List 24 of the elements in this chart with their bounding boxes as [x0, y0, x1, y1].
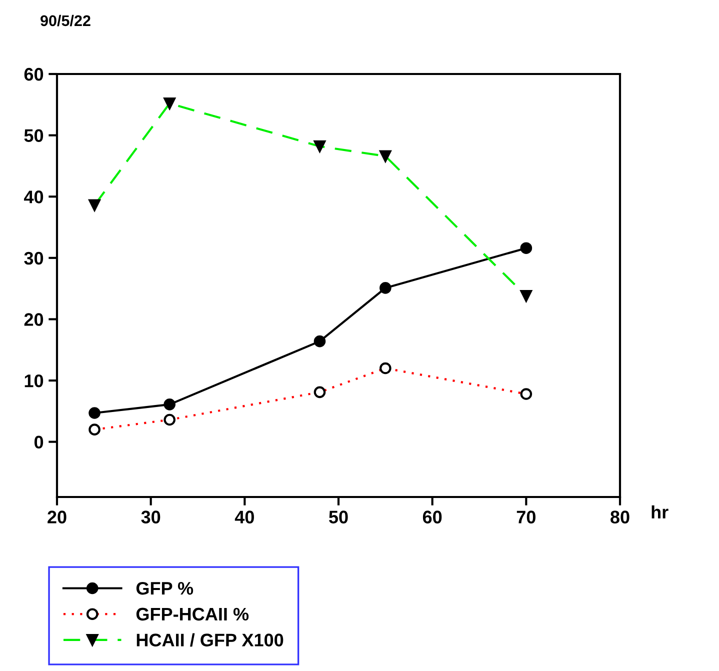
- x-axis-title: hr: [652, 505, 668, 518]
- y-tick-label: 10: [24, 374, 44, 388]
- legend-label: GFP-HCAII %: [136, 608, 249, 621]
- y-tick-label: 20: [24, 313, 44, 326]
- x-tick-label: 40: [234, 510, 254, 524]
- x-tick-label: 20: [48, 510, 66, 524]
- y-tick-label: 60: [24, 68, 44, 81]
- x-tick-label: 60: [422, 510, 442, 524]
- x-tick-label: 80: [610, 510, 630, 524]
- chart-title: 90/5/22: [40, 14, 90, 26]
- y-tick-label: 40: [24, 190, 44, 204]
- x-tick-label: 30: [141, 510, 160, 524]
- point: [520, 242, 532, 254]
- point: [380, 282, 392, 294]
- point: [88, 407, 100, 419]
- point: [164, 398, 176, 410]
- point: [314, 335, 326, 348]
- legend-label: HCAII / GFP X100: [136, 633, 284, 647]
- y-tick-label: 30: [24, 252, 44, 265]
- y-tick-label: 0: [34, 436, 44, 449]
- legend-label: GFP %: [136, 582, 194, 595]
- x-tick-label: 70: [516, 510, 536, 524]
- y-tick-label: 50: [24, 129, 44, 142]
- x-tick-label: 50: [329, 510, 348, 524]
